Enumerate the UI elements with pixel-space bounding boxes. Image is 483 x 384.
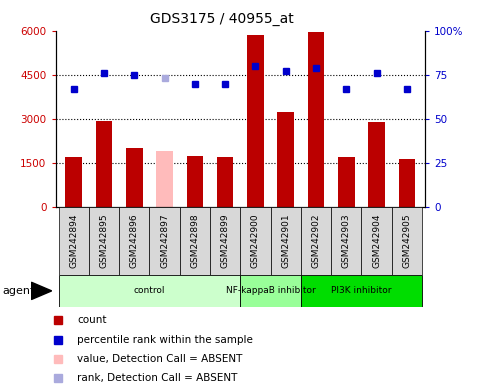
Bar [398,159,415,207]
Bar [96,121,113,207]
FancyBboxPatch shape [58,275,241,307]
FancyBboxPatch shape [301,207,331,275]
Bar [338,157,355,207]
FancyBboxPatch shape [58,207,89,275]
Text: GSM242895: GSM242895 [99,214,109,268]
Text: GSM242899: GSM242899 [221,214,229,268]
FancyBboxPatch shape [149,207,180,275]
Bar [368,122,385,207]
FancyBboxPatch shape [270,207,301,275]
FancyBboxPatch shape [119,207,149,275]
FancyBboxPatch shape [361,207,392,275]
Text: control: control [134,286,165,295]
Text: percentile rank within the sample: percentile rank within the sample [77,334,253,344]
Text: count: count [77,315,107,325]
Bar [186,156,203,207]
Bar [217,157,233,207]
Text: GSM242900: GSM242900 [251,214,260,268]
FancyBboxPatch shape [301,275,422,307]
Polygon shape [31,282,52,300]
Text: GSM242898: GSM242898 [190,214,199,268]
FancyBboxPatch shape [392,207,422,275]
Bar [156,151,173,207]
Text: GSM242904: GSM242904 [372,214,381,268]
FancyBboxPatch shape [241,275,301,307]
Bar [126,149,142,207]
Text: GSM242901: GSM242901 [281,214,290,268]
Bar [277,112,294,207]
FancyBboxPatch shape [331,207,361,275]
Text: GSM242903: GSM242903 [342,214,351,268]
Text: GSM242905: GSM242905 [402,214,412,268]
Text: NF-kappaB inhibitor: NF-kappaB inhibitor [226,286,315,295]
Text: rank, Detection Call = ABSENT: rank, Detection Call = ABSENT [77,373,238,383]
FancyBboxPatch shape [89,207,119,275]
Text: GSM242894: GSM242894 [69,214,78,268]
Text: GSM242897: GSM242897 [160,214,169,268]
Text: PI3K inhibitor: PI3K inhibitor [331,286,392,295]
FancyBboxPatch shape [180,207,210,275]
FancyBboxPatch shape [210,207,241,275]
FancyBboxPatch shape [241,207,270,275]
Text: GSM242902: GSM242902 [312,214,321,268]
Text: GDS3175 / 40955_at: GDS3175 / 40955_at [150,12,294,25]
Bar [65,157,82,207]
Text: value, Detection Call = ABSENT: value, Detection Call = ABSENT [77,354,242,364]
Bar [247,35,264,207]
Bar [308,32,325,207]
Text: GSM242896: GSM242896 [130,214,139,268]
Text: agent: agent [2,286,35,296]
